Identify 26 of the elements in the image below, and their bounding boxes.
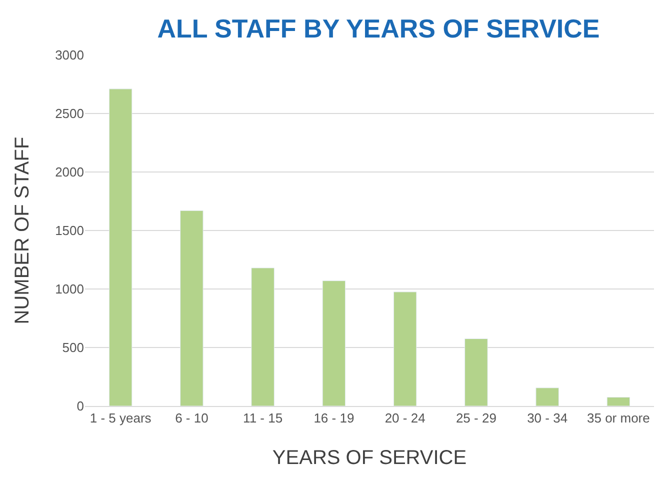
bar — [180, 210, 204, 406]
x-tick-label: 25 - 29 — [456, 410, 496, 426]
bar — [108, 88, 132, 406]
y-tick-label: 1500 — [55, 223, 84, 238]
x-tick-label: 11 - 15 — [243, 410, 283, 426]
x-tick-label: 16 - 19 — [314, 410, 354, 426]
bar — [393, 292, 417, 406]
bar — [322, 280, 346, 406]
bar — [251, 268, 274, 406]
chart-title: ALL STAFF BY YEARS OF SERVICE — [157, 13, 600, 44]
x-tick-label: 35 or more — [587, 410, 650, 426]
y-tick-label: 500 — [62, 340, 84, 356]
y-tick-label: 3000 — [55, 48, 84, 63]
y-tick-label: 2000 — [55, 164, 84, 180]
y-tick-label: 0 — [76, 398, 84, 414]
x-tick-label: 20 - 24 — [384, 410, 426, 426]
x-tick-label: 1 - 5 years — [90, 410, 152, 426]
x-tick-label: 6 - 10 — [175, 410, 208, 426]
y-tick-label: 2500 — [55, 106, 84, 122]
bar — [536, 388, 559, 406]
x-axis-title: YEARS OF SERVICE — [272, 447, 467, 470]
bar — [464, 338, 488, 406]
x-tick-label: 30 - 34 — [527, 410, 568, 426]
y-axis-title: NUMBER OF STAFF — [12, 136, 34, 324]
y-tick-label: 1000 — [55, 282, 84, 297]
bar — [606, 396, 630, 406]
